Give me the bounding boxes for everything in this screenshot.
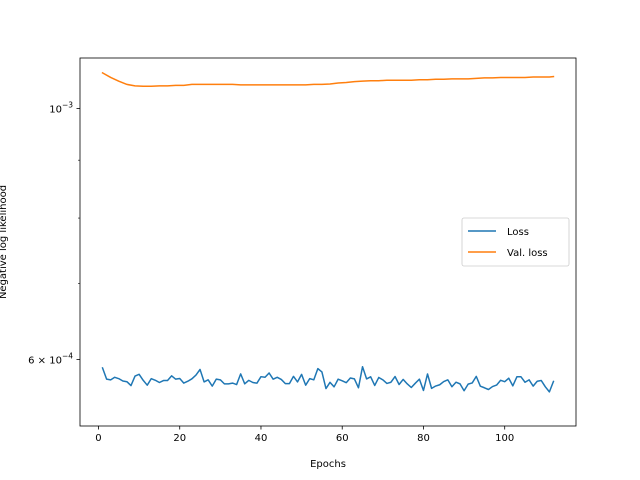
plot-area — [101, 71, 555, 393]
x-axis-label: Epochs — [310, 459, 346, 470]
x-axis-ticks: 0 20 40 60 80 100 — [95, 426, 514, 444]
axes-frame — [79, 57, 577, 427]
legend-box — [461, 217, 570, 267]
series-line-val-loss — [101, 71, 555, 88]
x-tick-label: 100 — [495, 433, 514, 444]
legend-label-loss: Loss — [507, 227, 529, 238]
x-tick-label: 60 — [336, 433, 349, 444]
y-tick-label: 6 × 10−4 — [28, 351, 73, 366]
y-axis-label: Negative log likelihood — [0, 185, 9, 299]
legend-label-val-loss: Val. loss — [507, 248, 548, 259]
series-layer — [101, 71, 555, 393]
x-tick-label: 0 — [95, 433, 101, 444]
series-line-loss — [101, 365, 555, 393]
x-tick-label: 20 — [173, 433, 186, 444]
x-tick-label: 40 — [255, 433, 268, 444]
legend: Loss Val. loss — [461, 217, 570, 267]
x-tick-label: 80 — [417, 433, 430, 444]
y-axis-ticks: 10−3 6 × 10−4 — [28, 100, 80, 366]
y-tick-label: 10−3 — [49, 100, 73, 115]
